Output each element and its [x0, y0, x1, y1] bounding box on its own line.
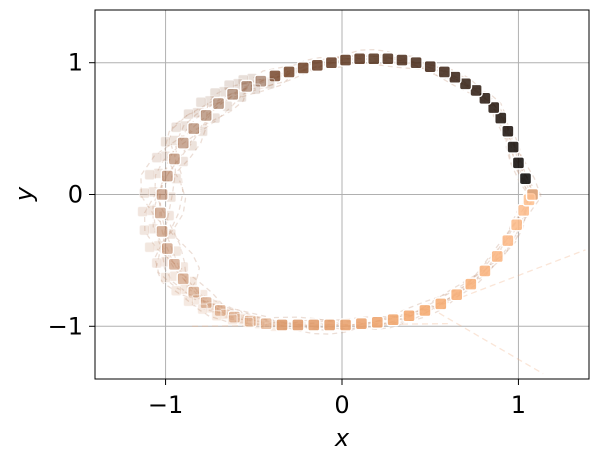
data-point — [381, 52, 395, 66]
stray-trail — [192, 323, 448, 327]
ghost-point — [151, 152, 163, 164]
ghost-point — [144, 241, 156, 253]
data-point — [310, 58, 324, 73]
y-tick-label: 0 — [68, 181, 83, 209]
data-point — [352, 52, 367, 66]
data-point — [338, 53, 353, 67]
x-axis-label: x — [334, 424, 350, 452]
ghost-trail — [154, 55, 532, 331]
y-axis-label: y — [10, 186, 38, 202]
data-point — [464, 277, 478, 291]
data-point — [487, 100, 501, 115]
ghost-point — [138, 224, 150, 236]
data-point — [199, 108, 213, 123]
data-point — [176, 136, 190, 150]
data-points — [137, 52, 540, 332]
ghost-point — [197, 303, 209, 315]
data-point — [469, 83, 483, 98]
ghost-point — [227, 314, 239, 326]
data-point — [155, 187, 169, 202]
data-point — [155, 224, 169, 239]
ghost-point — [170, 285, 182, 297]
ghost-point — [151, 257, 163, 269]
ghost-point — [137, 206, 149, 218]
data-point — [322, 318, 337, 332]
data-point — [167, 152, 182, 166]
ghost-point — [160, 136, 172, 148]
data-point — [354, 316, 369, 331]
data-point — [338, 318, 353, 332]
data-point — [187, 121, 201, 136]
data-point — [225, 87, 240, 102]
data-point — [458, 77, 473, 91]
y-tick-label: −1 — [48, 312, 83, 340]
ghost-point — [138, 187, 150, 199]
ghost-point — [144, 169, 156, 181]
data-point — [153, 206, 167, 220]
data-point — [525, 187, 540, 202]
data-point — [509, 218, 524, 232]
data-point — [501, 124, 515, 138]
ghost-point — [183, 295, 195, 307]
data-point — [291, 318, 305, 332]
data-point — [160, 241, 175, 256]
data-point — [275, 318, 289, 332]
data-point — [490, 249, 504, 264]
data-point — [386, 312, 400, 327]
data-point — [296, 61, 310, 75]
x-tick-label: 1 — [511, 391, 526, 419]
data-point — [282, 65, 296, 79]
data-point — [506, 140, 520, 154]
data-point — [418, 303, 432, 318]
data-point — [409, 56, 423, 70]
ticks: −1 0 1 −1 0 1 — [48, 49, 526, 419]
stray-trail — [433, 249, 586, 309]
ghost-point — [195, 96, 207, 108]
data-point — [423, 59, 437, 74]
y-tick-label: 1 — [68, 49, 83, 77]
data-point — [395, 53, 409, 67]
data-point — [518, 171, 533, 186]
data-point — [167, 257, 182, 272]
data-point — [259, 316, 273, 331]
data-point — [511, 156, 526, 170]
ghost-point — [170, 121, 182, 133]
x-tick-label: −1 — [148, 391, 183, 419]
data-point — [240, 79, 254, 94]
ghost-point — [211, 310, 223, 322]
data-point — [494, 111, 508, 125]
x-tick-label: 0 — [334, 391, 349, 419]
data-point — [211, 96, 226, 111]
data-point — [370, 315, 384, 330]
data-point — [437, 65, 452, 79]
data-point — [324, 56, 339, 70]
stray-trail — [438, 312, 544, 375]
data-point — [307, 318, 321, 332]
ghost-point — [242, 316, 254, 328]
data-point — [501, 233, 515, 248]
data-point — [449, 287, 464, 302]
data-point — [367, 52, 381, 66]
data-point — [176, 272, 190, 286]
data-point — [402, 309, 416, 323]
ghost-point — [160, 272, 172, 284]
ghost-trail — [155, 54, 531, 330]
data-point — [160, 169, 175, 183]
data-point — [478, 264, 492, 278]
data-point — [434, 297, 448, 311]
ghost-point — [183, 108, 195, 120]
